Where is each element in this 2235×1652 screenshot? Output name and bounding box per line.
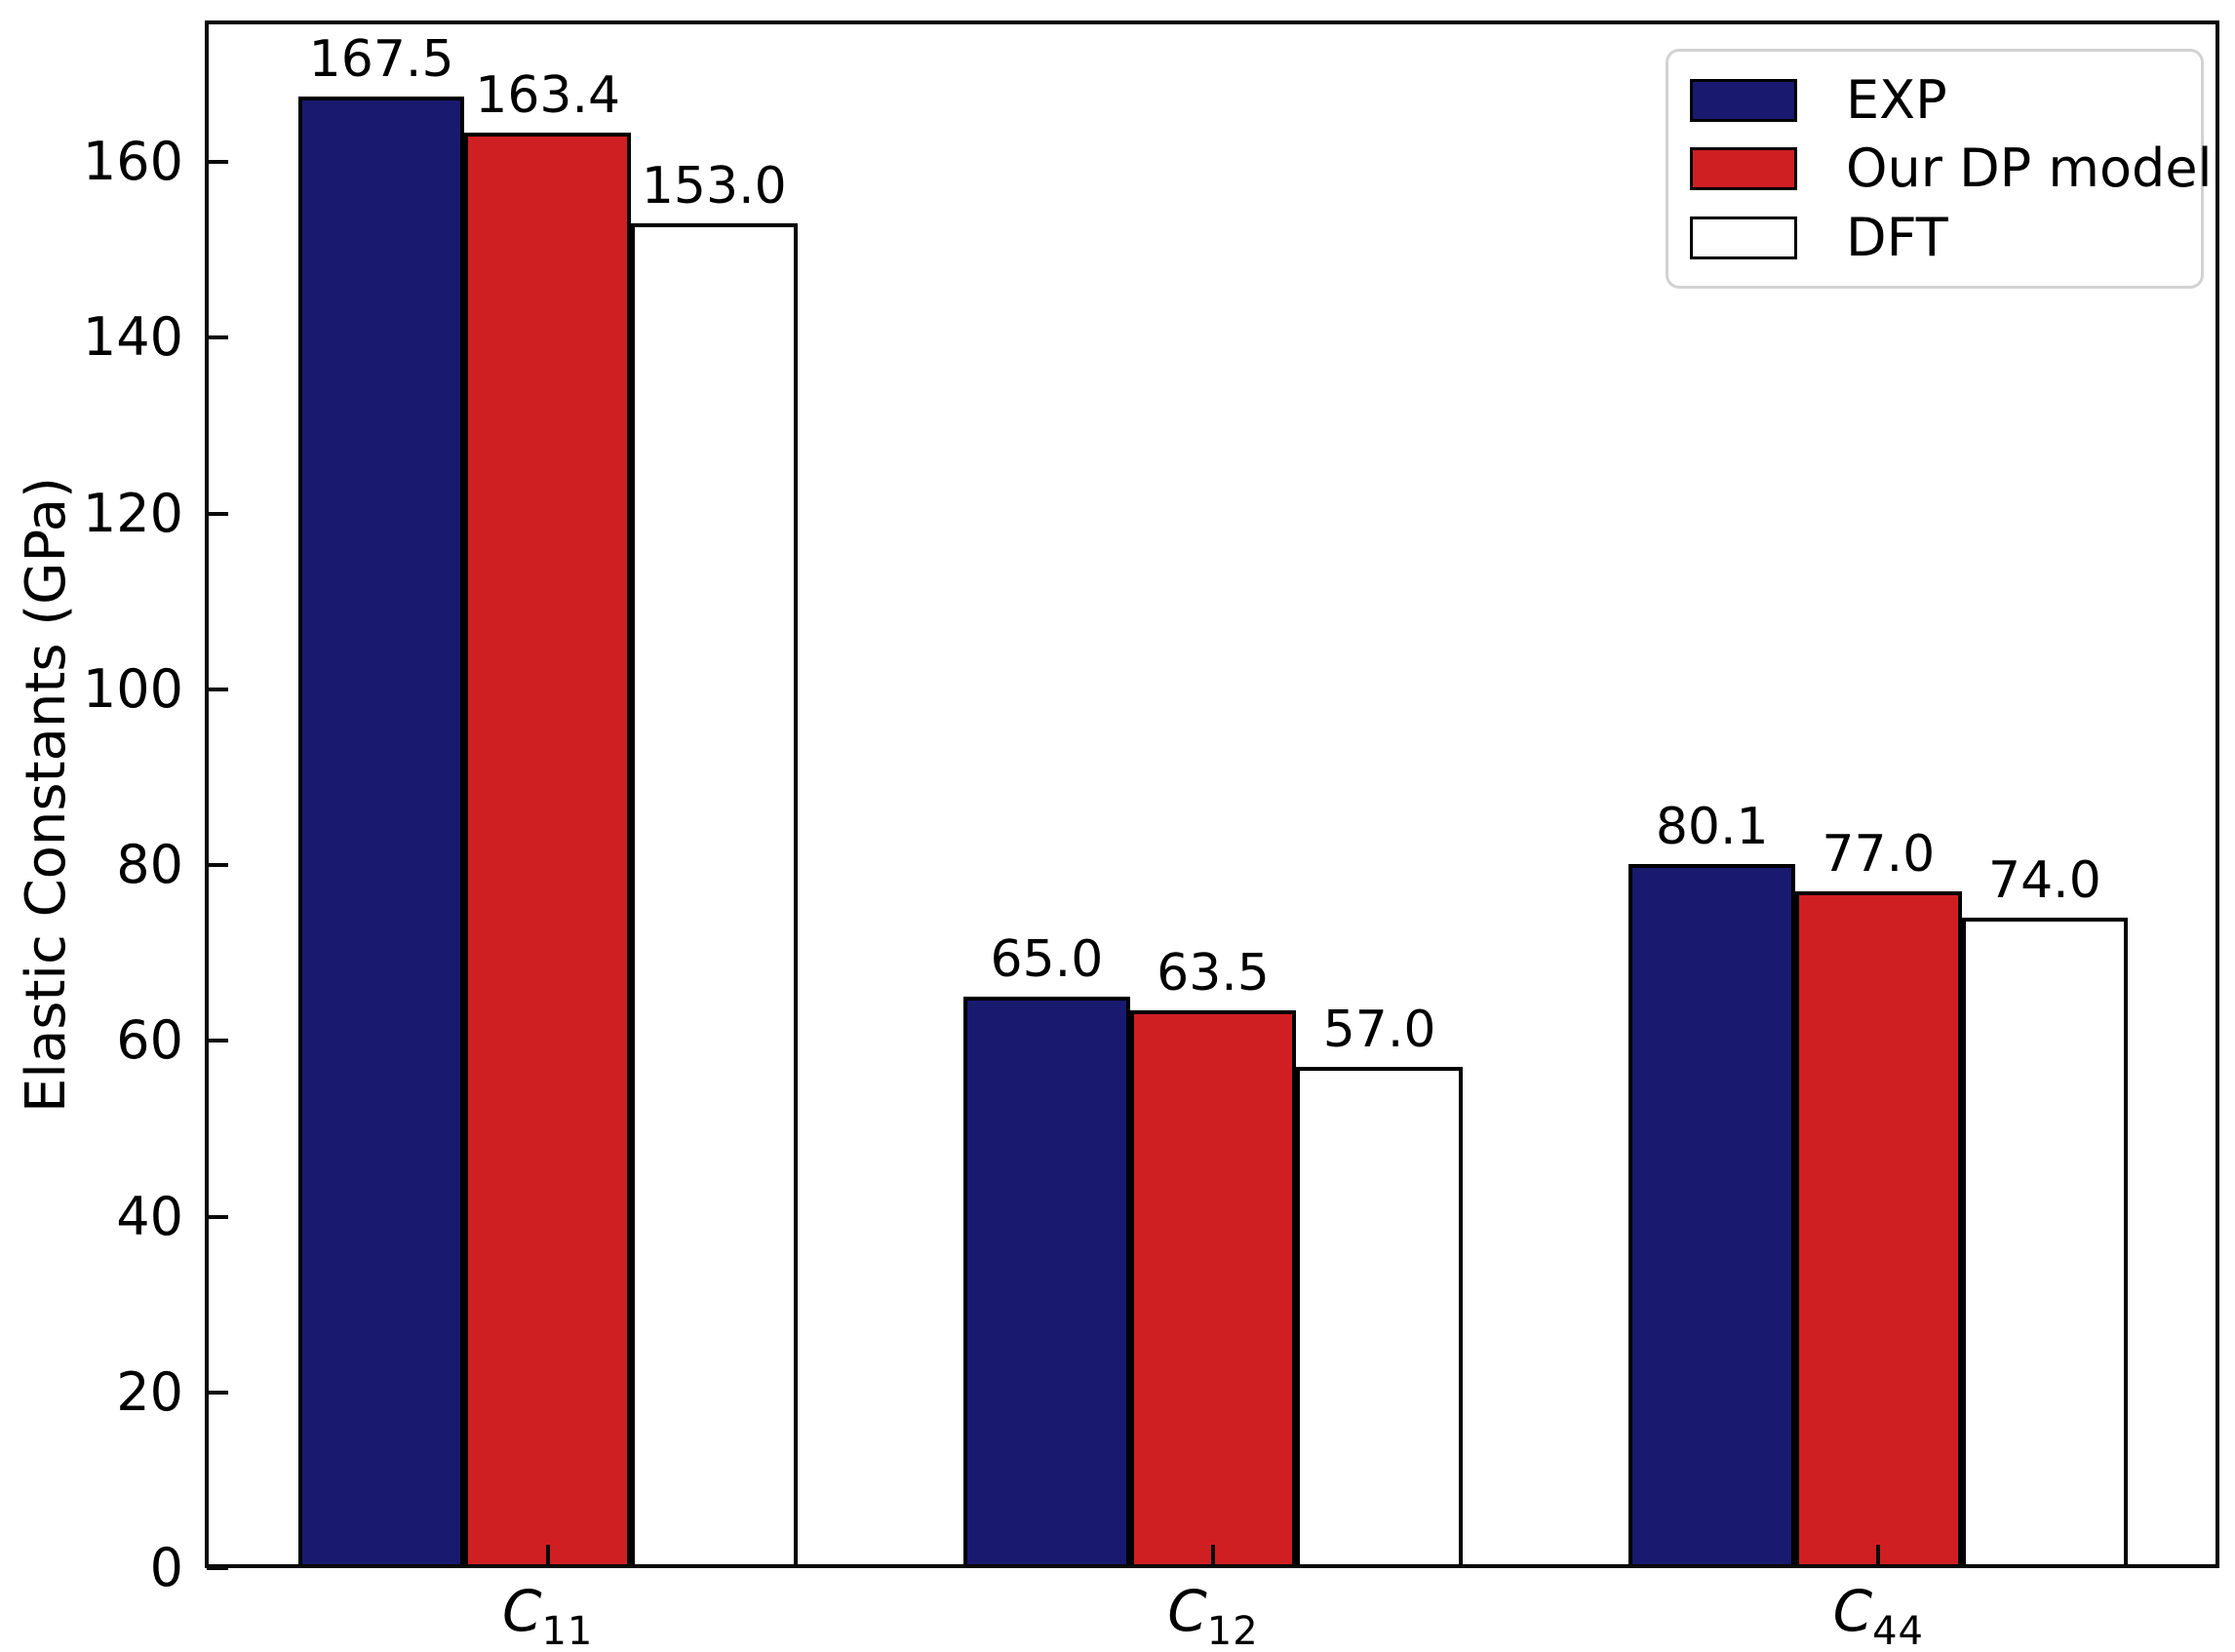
bar-value-label: 77.0 (1822, 825, 1936, 885)
x-category-label-subscript: 12 (1206, 1609, 1259, 1652)
legend: EXP Our DP model DFT (1666, 49, 2213, 289)
x-category-label-base: C (1832, 1578, 1873, 1644)
y-axis-tick (207, 160, 228, 165)
x-category-label: C44 (1833, 1582, 1924, 1651)
y-axis-tick (207, 863, 228, 868)
y-axis-tick (207, 511, 228, 516)
y-axis-tick-label: 120 (82, 482, 183, 544)
bar-dft-c44 (1961, 918, 2129, 1568)
y-axis-tick-label: 140 (82, 306, 183, 369)
bar-dft-c11 (630, 223, 798, 1568)
x-axis-tick (1211, 1545, 1215, 1566)
bar-value-label: 65.0 (990, 930, 1104, 990)
legend-item-dft: DFT (1690, 206, 2201, 268)
x-category-label: C12 (1167, 1582, 1258, 1651)
y-axis-tick (207, 1214, 228, 1219)
y-axis-tick-label: 80 (116, 834, 183, 896)
x-category-label-base: C (501, 1578, 542, 1644)
y-axis-tick-label: 20 (116, 1360, 183, 1423)
bar-value-label: 74.0 (1988, 851, 2101, 911)
legend-item-exp: EXP (1690, 68, 2201, 131)
x-axis-tick (1876, 1545, 1881, 1566)
bar-our-dp-model-c12 (1129, 1009, 1297, 1568)
x-category-label-subscript: 11 (541, 1609, 594, 1652)
bar-value-label: 163.4 (475, 65, 621, 125)
x-category-label-subscript: 44 (1872, 1609, 1925, 1652)
bar-exp-c44 (1628, 864, 1796, 1568)
bar-our-dp-model-c44 (1795, 891, 1962, 1568)
y-axis-tick (207, 1390, 228, 1395)
y-axis-tick-label: 60 (116, 1009, 183, 1072)
legend-label-dft: DFT (1846, 206, 1948, 268)
y-axis-tick (207, 687, 228, 691)
x-category-label-base: C (1167, 1578, 1207, 1644)
legend-swatch-exp (1690, 78, 1797, 122)
y-axis-tick-label: 100 (82, 657, 183, 720)
y-axis-tick-label: 160 (82, 131, 183, 193)
bar-value-label: 63.5 (1157, 943, 1270, 1003)
x-category-label: C11 (502, 1582, 593, 1651)
bar-exp-c12 (963, 997, 1130, 1568)
y-axis-tick (207, 1039, 228, 1043)
legend-swatch-dp-model (1690, 147, 1797, 190)
y-axis-tick-label: 40 (116, 1185, 183, 1247)
bar-dft-c12 (1296, 1067, 1463, 1568)
x-axis-tick (545, 1545, 550, 1566)
bar-value-label: 153.0 (641, 157, 787, 216)
bar-our-dp-model-c11 (464, 132, 631, 1568)
legend-item-dp-model: Our DP model (1690, 140, 2213, 197)
legend-label-dp-model: Our DP model (1846, 138, 2213, 199)
y-axis-tick (207, 1566, 228, 1570)
bar-value-label: 167.5 (308, 29, 454, 89)
bar-exp-c11 (297, 96, 465, 1568)
bar-value-label: 80.1 (1655, 798, 1769, 857)
legend-swatch-dft (1690, 216, 1797, 259)
y-axis-tick (207, 335, 228, 340)
legend-label-exp: EXP (1846, 68, 1947, 131)
y-axis-tick-label: 0 (149, 1537, 183, 1598)
bar-value-label: 57.0 (1322, 1001, 1436, 1060)
